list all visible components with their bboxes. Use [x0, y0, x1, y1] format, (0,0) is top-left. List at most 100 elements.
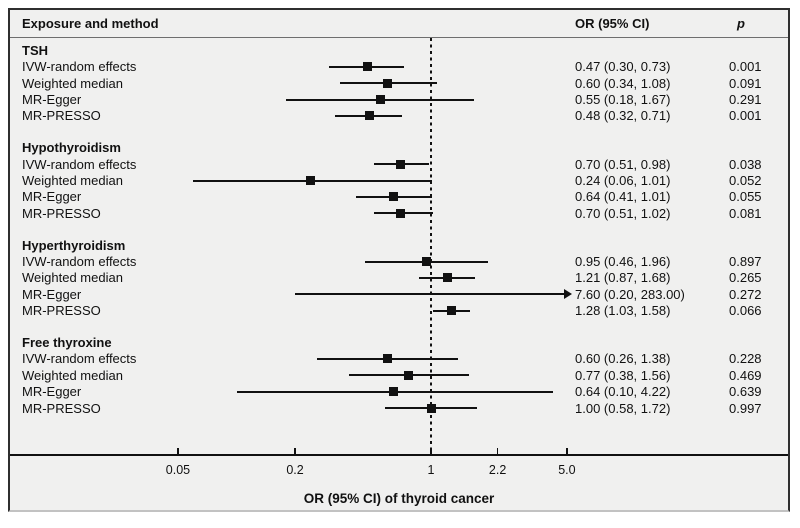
ci-arrow-right-icon	[564, 289, 572, 300]
or-ci-value: 0.77 (0.38, 1.56)	[575, 367, 671, 383]
p-value: 0.001	[729, 108, 762, 124]
forest-row: IVW-random effects 0.95 (0.46, 1.96) 0.897	[10, 253, 788, 270]
x-axis-tick	[294, 448, 296, 454]
point-estimate-marker	[396, 159, 406, 169]
method-label: Weighted median	[22, 270, 123, 286]
p-value: 0.066	[729, 303, 762, 319]
forest-row: Weighted median 1.21 (0.87, 1.68) 0.265	[10, 269, 788, 286]
or-ci-value: 0.95 (0.46, 1.96)	[575, 254, 671, 269]
forest-row: MR-Egger 7.60 (0.20, 283.00) 0.272	[10, 286, 788, 303]
method-label: Weighted median	[22, 173, 123, 188]
method-label: Weighted median	[22, 75, 123, 91]
p-value: 0.272	[729, 286, 762, 302]
or-ci-value: 0.60 (0.34, 1.08)	[575, 75, 671, 91]
p-value: 0.469	[729, 367, 762, 383]
or-ci-value: 0.24 (0.06, 1.01)	[575, 173, 671, 188]
or-ci-value: 1.21 (0.87, 1.68)	[575, 270, 671, 286]
or-ci-value: 0.55 (0.18, 1.67)	[575, 92, 671, 107]
forest-row: IVW-random effects 0.60 (0.26, 1.38) 0.228	[10, 350, 788, 367]
or-ci-value: 0.60 (0.26, 1.38)	[575, 351, 671, 367]
x-axis-tick-label: 0.05	[165, 463, 191, 477]
forest-row: Weighted median 0.60 (0.34, 1.08) 0.091	[10, 75, 788, 92]
p-value: 0.091	[729, 75, 762, 91]
forest-row: IVW-random effects 0.47 (0.30, 0.73) 0.001	[10, 58, 788, 75]
p-value: 0.997	[729, 400, 762, 416]
forest-row: IVW-random effects 0.70 (0.51, 0.98) 0.038	[10, 156, 788, 173]
method-label: IVW-random effects	[22, 59, 137, 75]
x-axis-tick-label: 5.0	[558, 463, 576, 477]
p-value: 0.001	[729, 59, 762, 75]
or-ci-value: 1.00 (0.58, 1.72)	[575, 400, 671, 416]
x-axis-tick-label: 0.2	[286, 463, 304, 477]
method-label: MR-PRESSO	[22, 400, 101, 416]
p-value: 0.639	[729, 384, 762, 400]
point-estimate-marker	[305, 176, 315, 185]
p-value: 0.081	[729, 205, 762, 221]
method-label: IVW-random effects	[22, 156, 137, 172]
point-estimate-marker	[364, 111, 374, 121]
method-label: IVW-random effects	[22, 254, 137, 269]
plot-panel: Exposure and method OR (95% CI) p TSH IVW…	[8, 8, 790, 512]
point-estimate-marker	[362, 62, 372, 72]
method-label: IVW-random effects	[22, 351, 137, 367]
p-value: 0.291	[729, 92, 762, 107]
method-label: MR-PRESSO	[22, 205, 101, 221]
point-estimate-marker	[422, 257, 432, 266]
point-estimate-marker	[404, 370, 414, 380]
or-ci-value: 0.70 (0.51, 0.98)	[575, 156, 671, 172]
p-value: 0.038	[729, 156, 762, 172]
method-label: MR-Egger	[22, 286, 82, 302]
x-axis	[10, 454, 788, 456]
forest-row: MR-PRESSO 0.48 (0.32, 0.71) 0.001	[10, 107, 788, 124]
method-label: MR-Egger	[22, 92, 82, 107]
x-axis-tick-label: 2.2	[488, 463, 507, 477]
column-header-exposure: Exposure and method	[22, 16, 159, 31]
p-value: 0.055	[729, 189, 762, 205]
or-ci-value: 0.47 (0.30, 0.73)	[575, 59, 671, 75]
confidence-interval-line	[295, 293, 565, 296]
forest-row: MR-PRESSO 1.28 (1.03, 1.58) 0.066	[10, 302, 788, 319]
x-axis-tick	[177, 448, 179, 454]
forest-row: MR-PRESSO 0.70 (0.51, 1.02) 0.081	[10, 205, 788, 222]
section-row: TSH	[10, 42, 788, 59]
p-value: 0.897	[729, 254, 762, 269]
point-estimate-marker	[383, 78, 393, 88]
x-axis-tick	[496, 448, 499, 454]
x-axis-tick	[430, 448, 432, 454]
or-ci-value: 1.28 (1.03, 1.58)	[575, 303, 671, 319]
forest-row: Weighted median 0.24 (0.06, 1.01) 0.052	[10, 172, 788, 189]
section-label: Hypothyroidism	[22, 140, 121, 156]
point-estimate-marker	[388, 192, 398, 202]
or-ci-value: 0.70 (0.51, 1.02)	[575, 205, 671, 221]
p-value: 0.052	[729, 173, 762, 188]
section-label: TSH	[22, 42, 48, 58]
reference-line-or-1	[430, 38, 432, 455]
section-row: Hypothyroidism	[10, 139, 788, 156]
forest-row: Weighted median 0.77 (0.38, 1.56) 0.469	[10, 367, 788, 384]
p-value: 0.228	[729, 351, 762, 367]
or-ci-value: 0.48 (0.32, 0.71)	[575, 108, 671, 124]
forest-row: MR-PRESSO 1.00 (0.58, 1.72) 0.997	[10, 400, 788, 417]
forest-row: MR-Egger 0.64 (0.41, 1.01) 0.055	[10, 188, 788, 205]
section-row: Hyperthyroidism	[10, 237, 788, 254]
method-label: MR-PRESSO	[22, 303, 101, 319]
or-ci-value: 7.60 (0.20, 283.00)	[575, 286, 685, 302]
point-estimate-marker	[447, 306, 457, 316]
method-label: MR-Egger	[22, 189, 82, 205]
column-header-or-ci: OR (95% CI)	[575, 16, 650, 31]
x-axis-title: OR (95% CI) of thyroid cancer	[303, 491, 495, 506]
section-label: Free thyroxine	[22, 335, 112, 350]
point-estimate-marker	[376, 95, 385, 104]
point-estimate-marker	[396, 208, 406, 218]
forest-row: MR-Egger 0.64 (0.10, 4.22) 0.639	[10, 383, 788, 400]
point-estimate-marker	[383, 354, 393, 364]
method-label: MR-Egger	[22, 384, 82, 400]
section-row: Free thyroxine	[10, 334, 788, 351]
header-separator	[10, 37, 788, 38]
method-label: MR-PRESSO	[22, 108, 101, 124]
method-label: Weighted median	[22, 367, 123, 383]
or-ci-value: 0.64 (0.41, 1.01)	[575, 189, 671, 205]
point-estimate-marker	[388, 387, 398, 397]
forest-row: MR-Egger 0.55 (0.18, 1.67) 0.291	[10, 91, 788, 108]
